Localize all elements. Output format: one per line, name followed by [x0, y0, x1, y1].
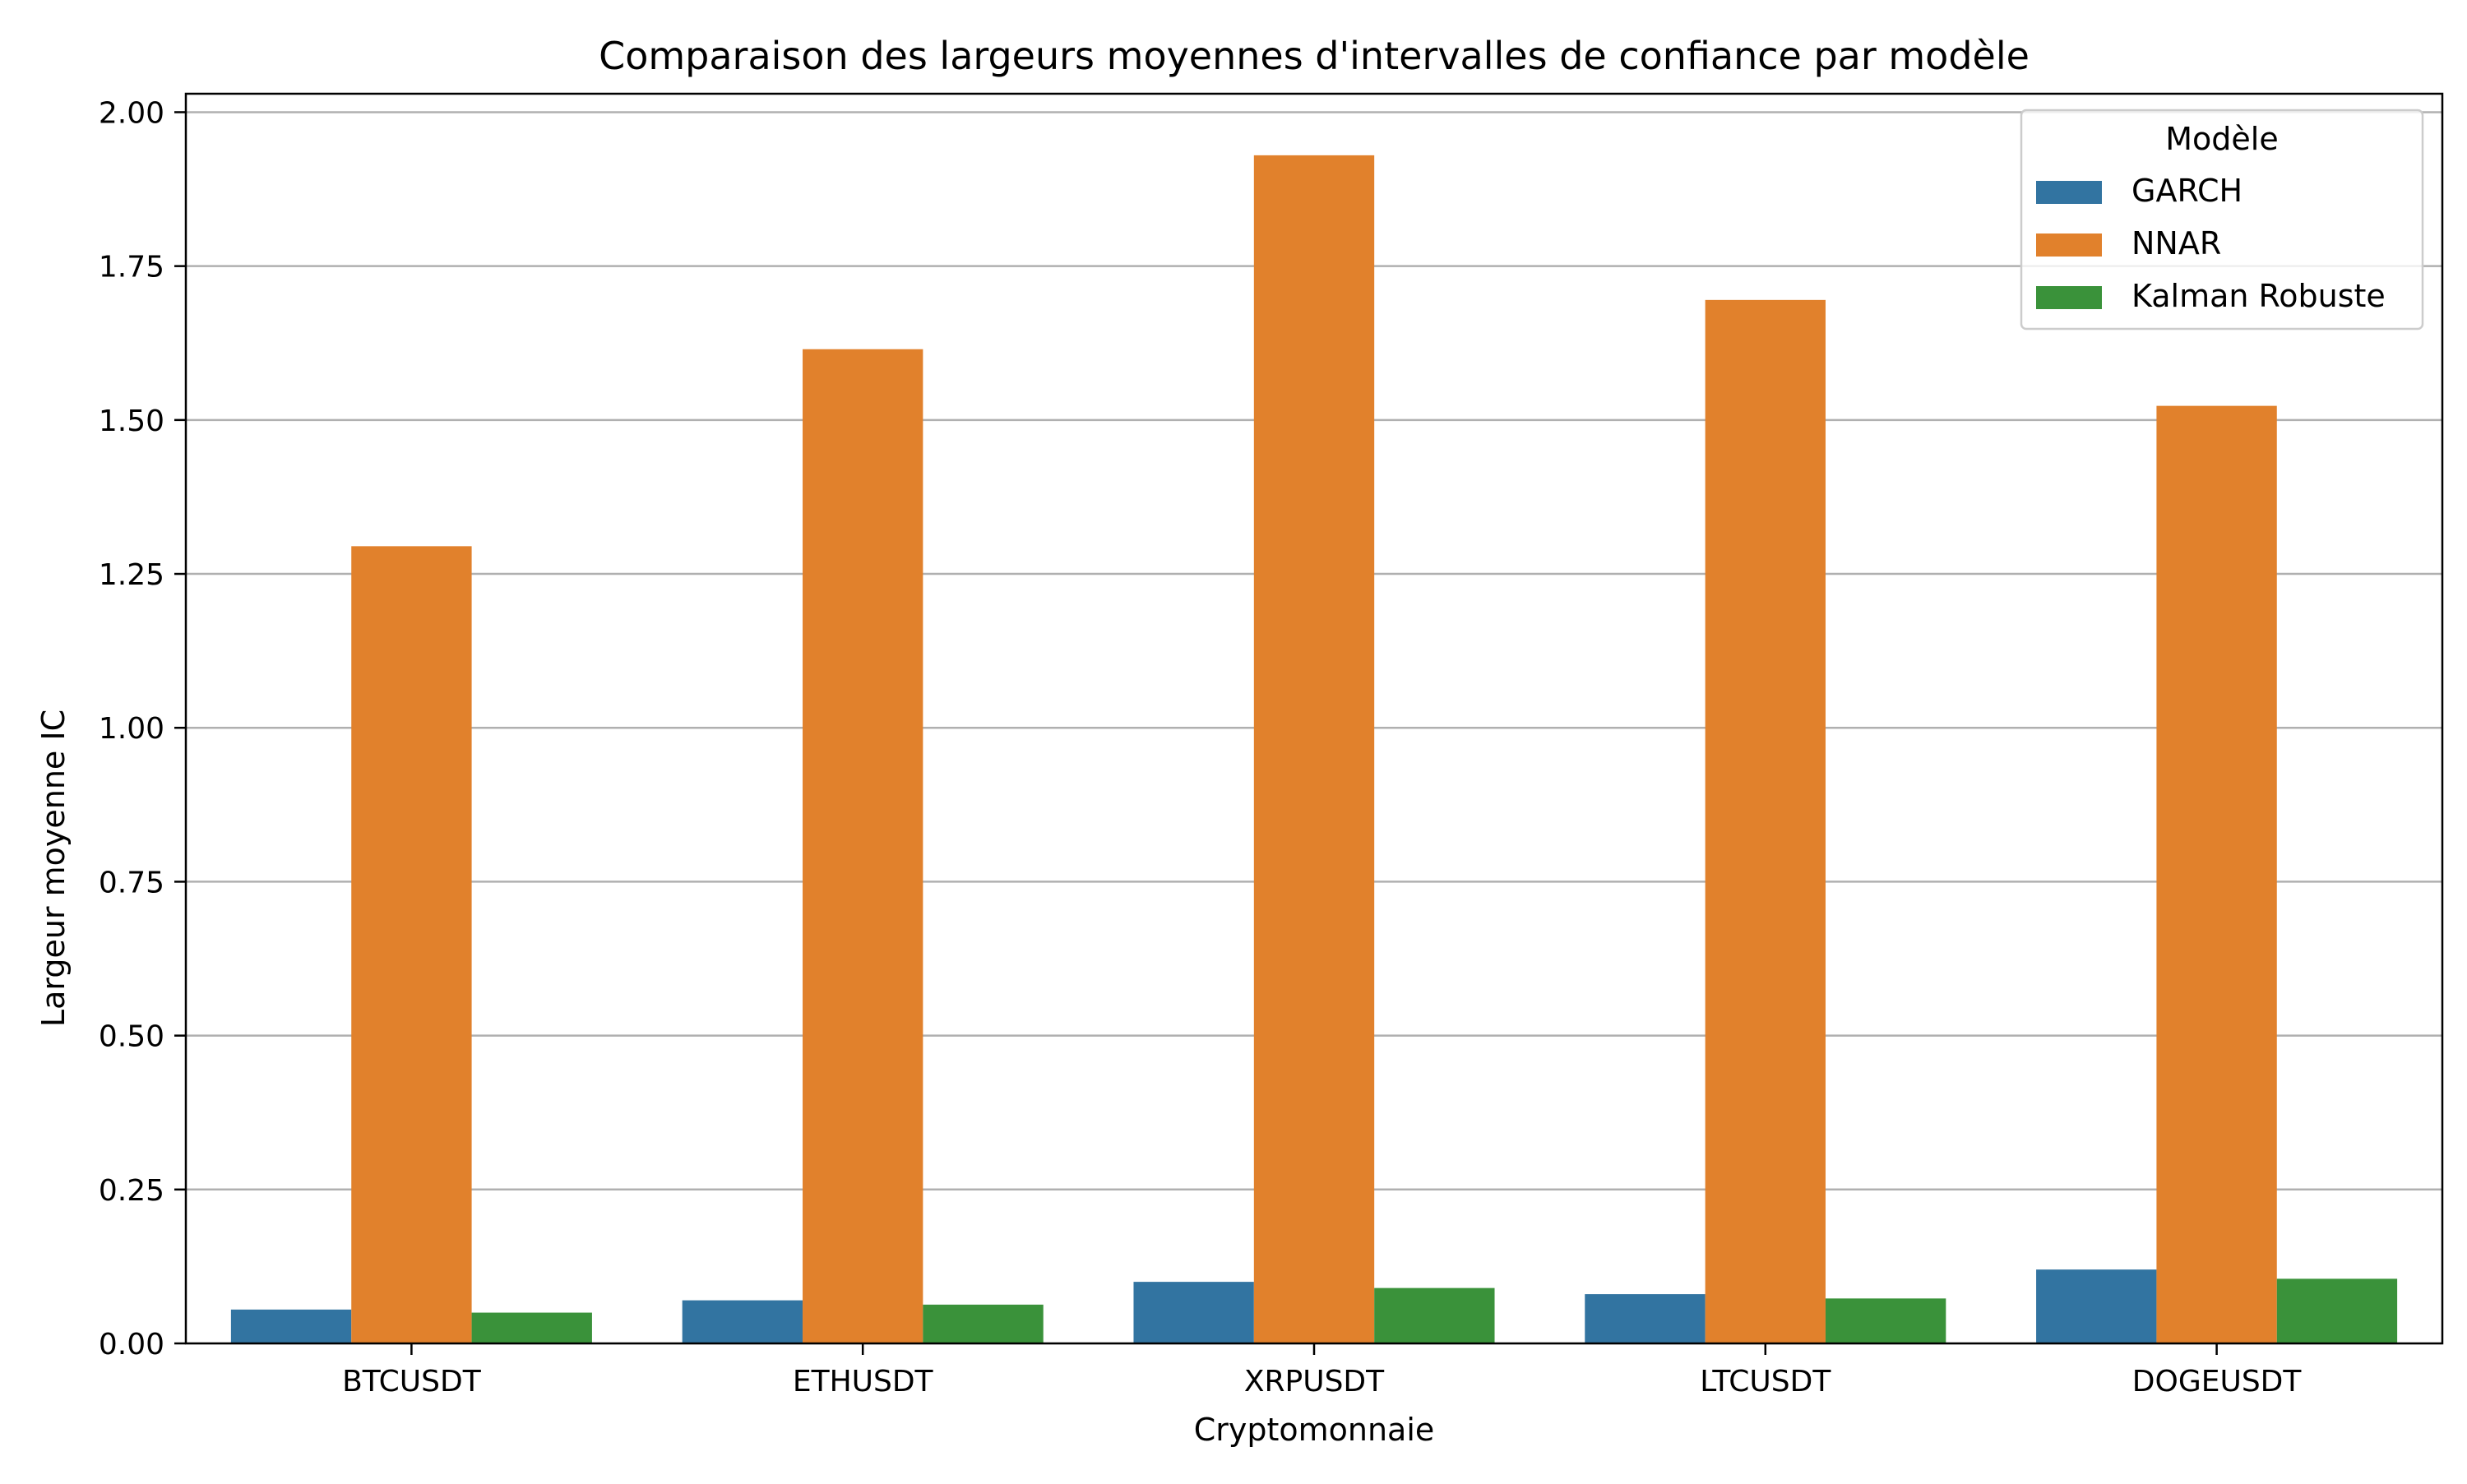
x-tick-label: DOGEUSDT: [2132, 1365, 2303, 1398]
x-tick-label: ETHUSDT: [793, 1365, 934, 1398]
x-axis-label: Cryptomonnaie: [1194, 1412, 1435, 1448]
x-tick-label: XRPUSDT: [1244, 1365, 1385, 1398]
y-tick-label: 0.00: [99, 1328, 164, 1361]
bar-garch-xrpusdt: [1133, 1282, 1254, 1343]
bar-kalman-robuste-ltcusdt: [1825, 1298, 1946, 1343]
x-tick-label: BTCUSDT: [342, 1365, 482, 1398]
bar-kalman-robuste-btcusdt: [471, 1312, 592, 1343]
y-tick-label: 2.00: [99, 96, 164, 130]
bar-garch-dogeusdt: [2036, 1269, 2157, 1343]
axes: [174, 92, 2444, 1355]
legend-title: Modèle: [2165, 121, 2278, 157]
y-tick-label: 1.50: [99, 405, 164, 438]
legend-swatch-nnar: [2036, 233, 2102, 257]
y-tick-label: 0.50: [99, 1020, 164, 1054]
y-axis-label: Largeur moyenne IC: [35, 710, 72, 1027]
bar-nnar-ltcusdt: [1705, 299, 1826, 1344]
legend-swatch-kalman-robuste: [2036, 286, 2102, 309]
legend-label: NNAR: [2131, 225, 2221, 261]
bar-kalman-robuste-xrpusdt: [1374, 1288, 1495, 1343]
bar-nnar-ethusdt: [803, 349, 923, 1344]
y-tick-label: 0.25: [99, 1174, 164, 1208]
bars: [230, 155, 2398, 1344]
y-tick-label: 1.00: [99, 712, 164, 746]
legend-label: Kalman Robuste: [2131, 278, 2386, 314]
y-tick-label: 1.25: [99, 558, 164, 592]
y-tick-label: 0.75: [99, 866, 164, 899]
legend-frame: [2020, 109, 2424, 331]
y-tick-label: 1.75: [99, 251, 164, 284]
tick-labels: 0.00 0.25 0.50 0.75 1.00 1.25 1.50 1.75 2.00 BTCU…: [99, 96, 2303, 1398]
bar-kalman-robuste-dogeusdt: [2276, 1278, 2398, 1343]
bar-nnar-xrpusdt: [1253, 155, 1375, 1344]
bar-garch-ethusdt: [682, 1300, 803, 1343]
bar-nnar-dogeusdt: [2156, 405, 2277, 1343]
plot-frame: [184, 92, 2444, 1345]
legend-swatch-garch: [2036, 181, 2102, 204]
legend-label: GARCH: [2131, 173, 2243, 209]
bar-kalman-robuste-ethusdt: [923, 1304, 1044, 1343]
legend: Modèle GARCH NNAR Kalman Robuste: [2020, 109, 2424, 331]
legend-entries: GARCH NNAR Kalman Robuste: [2036, 173, 2386, 314]
bar-garch-ltcusdt: [1585, 1294, 1706, 1343]
chart-title: Comparaison des largeurs moyennes d'inte…: [599, 34, 2030, 78]
bar-garch-btcusdt: [230, 1309, 352, 1343]
x-tick-label: LTCUSDT: [1700, 1365, 1831, 1398]
bar-nnar-btcusdt: [351, 546, 472, 1343]
